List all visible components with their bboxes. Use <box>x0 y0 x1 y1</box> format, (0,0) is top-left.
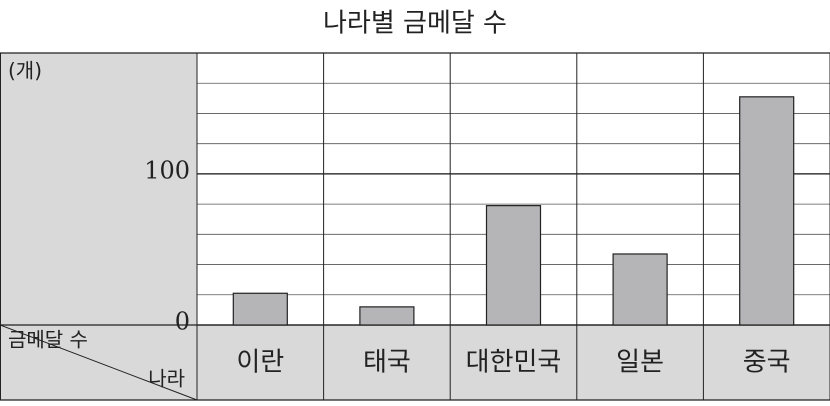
x-tick-label: 이란 <box>236 348 284 378</box>
chart-title: 나라별 금메달 수 <box>323 9 507 39</box>
x-tick-label: 대한민국 <box>466 348 562 378</box>
bar <box>359 306 415 326</box>
corner-diagonal <box>0 324 198 401</box>
bar <box>485 205 542 326</box>
category-axis-label: 나라 <box>148 367 185 391</box>
y-tick-label: 100 <box>144 156 190 184</box>
bar <box>612 253 668 326</box>
category-row <box>0 325 830 400</box>
bar <box>739 96 795 326</box>
value-axis-label: 금메달 수 <box>8 328 88 352</box>
bar <box>232 292 288 326</box>
x-tick-label: 중국 <box>743 348 791 378</box>
axis-panel <box>0 53 197 325</box>
y-tick-label: 0 <box>175 308 190 336</box>
x-tick-label: 일본 <box>616 348 664 378</box>
x-tick-label: 태국 <box>363 348 411 378</box>
y-unit: (개) <box>8 59 42 83</box>
